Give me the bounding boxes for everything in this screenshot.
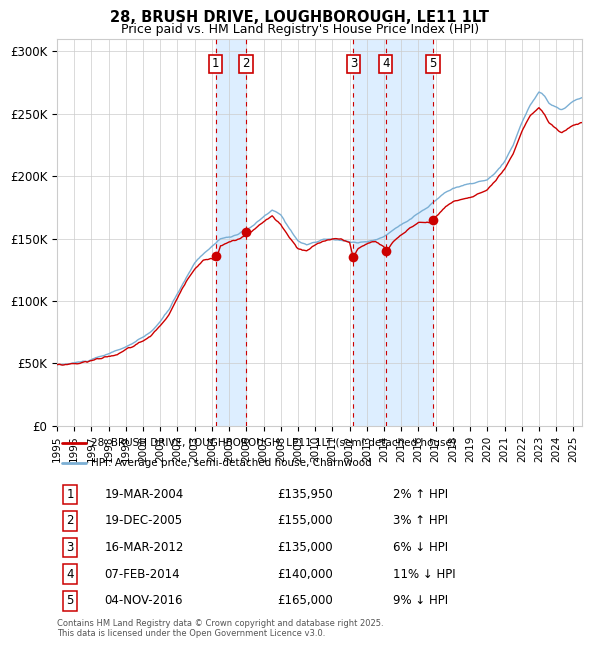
Text: 2: 2 <box>242 57 250 70</box>
Text: £135,950: £135,950 <box>277 488 333 500</box>
Text: 3% ↑ HPI: 3% ↑ HPI <box>393 515 448 528</box>
Text: 19-DEC-2005: 19-DEC-2005 <box>104 515 182 528</box>
Bar <box>353 39 433 426</box>
Text: £140,000: £140,000 <box>277 568 333 581</box>
Text: 11% ↓ HPI: 11% ↓ HPI <box>393 568 455 581</box>
Text: 04-NOV-2016: 04-NOV-2016 <box>104 594 183 607</box>
Text: 4: 4 <box>382 57 389 70</box>
Text: 9% ↓ HPI: 9% ↓ HPI <box>393 594 448 607</box>
Text: 5: 5 <box>67 594 74 607</box>
Bar <box>216 39 246 426</box>
Text: HPI: Average price, semi-detached house, Charnwood: HPI: Average price, semi-detached house,… <box>91 458 372 469</box>
Text: 1: 1 <box>67 488 74 500</box>
Text: 2% ↑ HPI: 2% ↑ HPI <box>393 488 448 500</box>
Text: £155,000: £155,000 <box>277 515 333 528</box>
Text: 2: 2 <box>67 515 74 528</box>
Text: 28, BRUSH DRIVE, LOUGHBOROUGH, LE11 1LT (semi-detached house): 28, BRUSH DRIVE, LOUGHBOROUGH, LE11 1LT … <box>91 437 456 448</box>
Text: 3: 3 <box>67 541 74 554</box>
Text: 1: 1 <box>212 57 220 70</box>
Text: £135,000: £135,000 <box>277 541 333 554</box>
Text: Price paid vs. HM Land Registry's House Price Index (HPI): Price paid vs. HM Land Registry's House … <box>121 23 479 36</box>
Text: 07-FEB-2014: 07-FEB-2014 <box>104 568 180 581</box>
Text: 5: 5 <box>430 57 437 70</box>
Text: 19-MAR-2004: 19-MAR-2004 <box>104 488 184 500</box>
Text: 4: 4 <box>67 568 74 581</box>
Text: 3: 3 <box>350 57 357 70</box>
Text: 28, BRUSH DRIVE, LOUGHBOROUGH, LE11 1LT: 28, BRUSH DRIVE, LOUGHBOROUGH, LE11 1LT <box>110 10 490 25</box>
Text: 6% ↓ HPI: 6% ↓ HPI <box>393 541 448 554</box>
Text: £165,000: £165,000 <box>277 594 333 607</box>
Text: Contains HM Land Registry data © Crown copyright and database right 2025.
This d: Contains HM Land Registry data © Crown c… <box>57 619 383 638</box>
Text: 16-MAR-2012: 16-MAR-2012 <box>104 541 184 554</box>
